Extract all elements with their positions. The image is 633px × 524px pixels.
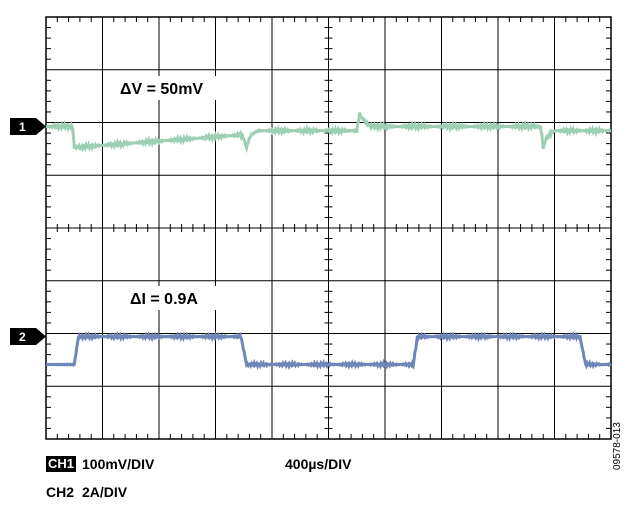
- annotation-ch1: ΔV = 50mV: [120, 81, 203, 98]
- figure-id: 09578-013: [612, 422, 623, 470]
- ch2-level-marker: 2: [10, 328, 46, 345]
- ch2-label: CH2: [46, 484, 75, 500]
- ch2-marker-label: 2: [19, 330, 26, 344]
- graticule: [45, 16, 612, 440]
- ch1-level-marker: 1: [10, 118, 46, 135]
- ch1-marker-label: 1: [19, 120, 26, 134]
- annotation-ch2: ΔI = 0.9A: [130, 291, 198, 308]
- ch1-badge: CH1: [46, 456, 77, 472]
- annotation-ch2-bg: [108, 286, 234, 310]
- ch1-scale: 100mV/DIV: [82, 456, 155, 472]
- oscilloscope-screen: ΔV = 50mV ΔI = 0.9A 1 2: [10, 16, 612, 440]
- annotation-ch1-bg: [106, 76, 224, 100]
- graticule-ticks: [46, 17, 611, 439]
- ch2-scale: 2A/DIV: [82, 484, 128, 500]
- ch2-current-trace: [46, 330, 612, 371]
- traces: [45, 112, 612, 371]
- timebase: 400µs/DIV: [285, 456, 352, 472]
- ch1-voltage-trace: [45, 112, 612, 154]
